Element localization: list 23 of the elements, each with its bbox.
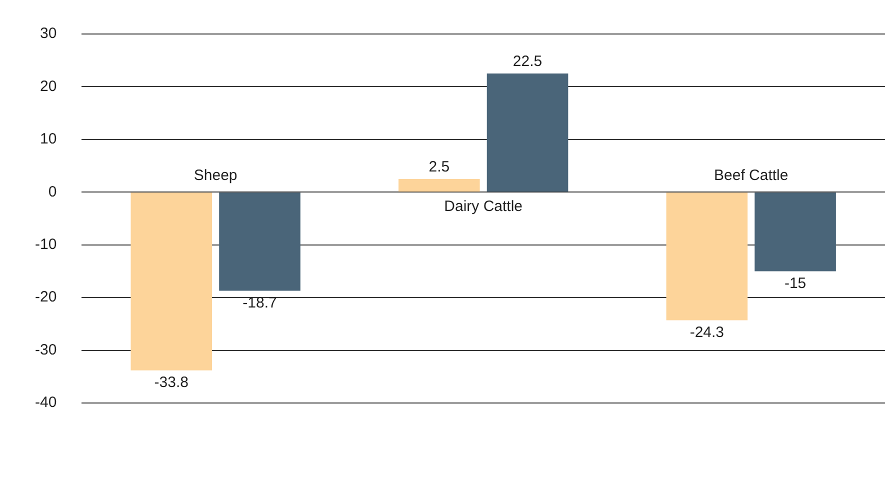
data-label: 22.5 — [512, 53, 542, 70]
y-tick-label: 10 — [40, 130, 57, 148]
data-label: -15 — [784, 274, 806, 292]
y-tick-label: 30 — [40, 25, 57, 42]
bar — [130, 192, 212, 370]
bar — [486, 74, 568, 192]
y-tick-label: 0 — [48, 183, 57, 200]
x-tick-label: Dairy Cattle — [444, 198, 523, 215]
x-tick-label: Sheep — [194, 166, 238, 184]
bar — [219, 192, 300, 291]
y-tick-label: 20 — [40, 78, 57, 95]
data-label: -24.3 — [690, 324, 724, 341]
x-tick-label: Beef Cattle — [714, 166, 788, 184]
bar — [754, 192, 836, 272]
bar — [666, 192, 748, 320]
y-tick-label: -10 — [34, 236, 57, 253]
bar — [398, 178, 480, 192]
y-tick-label: -30 — [34, 341, 57, 358]
data-label: -33.8 — [154, 374, 188, 391]
data-label: 2.5 — [428, 158, 450, 176]
y-tick-label: -40 — [34, 394, 57, 412]
y-tick-label: -20 — [34, 288, 57, 306]
data-label: -18.7 — [242, 294, 277, 312]
